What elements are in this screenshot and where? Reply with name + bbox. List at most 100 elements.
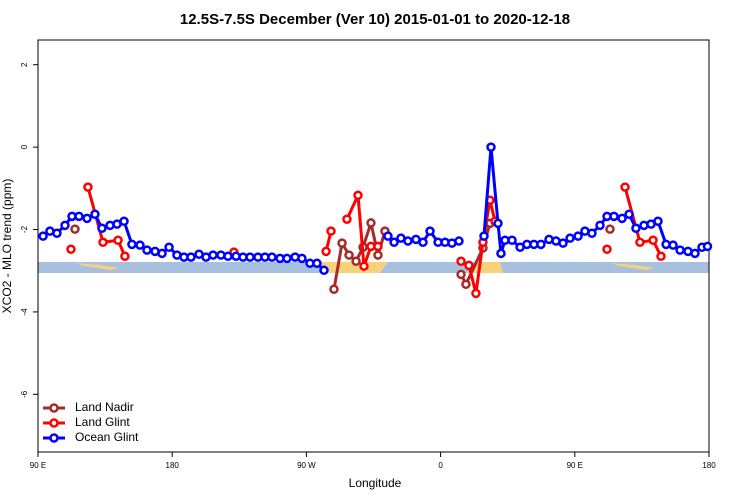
data-point — [479, 231, 489, 241]
data-point — [653, 216, 663, 227]
data-point — [38, 231, 48, 241]
data-point — [70, 224, 80, 234]
map-strip — [38, 262, 709, 273]
data-point — [157, 248, 167, 259]
data-point — [648, 235, 658, 245]
data-point — [675, 245, 685, 255]
data-point — [329, 284, 339, 295]
data-point — [558, 238, 568, 248]
y-tick-label: -2 — [20, 225, 29, 233]
data-point — [127, 239, 137, 250]
data-point — [74, 211, 84, 222]
data-point — [635, 237, 645, 248]
legend-label: Land Nadir — [75, 400, 134, 414]
data-point — [83, 182, 93, 192]
legend-marker — [49, 403, 59, 413]
data-point — [113, 235, 123, 245]
legend-label: Ocean Glint — [75, 430, 139, 444]
data-point — [52, 228, 62, 238]
data-point — [471, 288, 481, 299]
y-tick-label: -4 — [20, 308, 29, 316]
data-point — [97, 223, 107, 234]
data-point — [624, 209, 634, 220]
y-tick-label: 0 — [20, 144, 29, 149]
data-point — [620, 182, 630, 192]
data-point — [208, 250, 218, 260]
data-point — [142, 245, 152, 255]
land-patch — [610, 263, 655, 270]
data-point — [456, 269, 466, 280]
x-tick-label: 90 E — [30, 461, 46, 470]
data-point — [60, 220, 70, 231]
x-tick-label: 180 — [702, 461, 716, 470]
data-point — [359, 261, 369, 271]
legend-marker — [49, 433, 59, 443]
data-point — [373, 250, 383, 260]
x-tick-label: 180 — [166, 461, 180, 470]
data-point — [573, 231, 583, 241]
data-point — [312, 258, 322, 269]
data-point — [602, 244, 612, 255]
x-axis-label: Longitude — [349, 476, 402, 490]
data-point — [321, 246, 331, 257]
y-axis-label: XCO2 - MLO trend (ppm) — [0, 179, 14, 314]
data-point — [366, 218, 376, 228]
data-point — [456, 256, 466, 266]
data-point — [282, 253, 292, 264]
y-tick-label: -6 — [20, 390, 29, 398]
data-point — [98, 237, 108, 248]
data-point — [403, 236, 413, 246]
data-point — [135, 240, 145, 250]
data-point — [595, 220, 605, 231]
data-point — [389, 237, 399, 248]
data-point — [164, 242, 174, 252]
land-patch — [318, 262, 388, 273]
data-point — [493, 218, 503, 229]
data-point — [383, 231, 393, 241]
data-point — [120, 251, 130, 262]
land-patch — [75, 263, 120, 270]
data-point — [351, 256, 361, 266]
data-point — [425, 226, 435, 236]
data-point — [344, 250, 354, 260]
data-point — [267, 252, 277, 262]
data-point — [245, 252, 255, 262]
data-point — [702, 241, 713, 252]
data-point — [690, 248, 700, 259]
data-point — [66, 244, 76, 255]
x-tick-label: 90 W — [297, 461, 316, 470]
data-point — [536, 239, 546, 250]
data-point — [82, 213, 92, 224]
data-point — [119, 216, 129, 227]
y-tick-label: 2 — [20, 62, 29, 67]
data-point — [464, 260, 474, 271]
data-point — [186, 252, 196, 262]
data-point — [326, 226, 336, 236]
data-point — [631, 223, 641, 234]
data-point — [668, 240, 678, 250]
x-tick-label: 0 — [438, 461, 443, 470]
data-point — [605, 224, 615, 234]
data-point — [609, 211, 619, 222]
data-point — [454, 236, 464, 246]
data-point — [353, 190, 363, 201]
data-point — [461, 279, 471, 290]
data-point — [90, 209, 100, 220]
data-point — [337, 238, 347, 248]
data-point — [617, 213, 627, 224]
data-point — [587, 228, 597, 238]
data-point — [319, 265, 329, 276]
data-point — [342, 214, 352, 224]
legend-marker — [49, 418, 59, 428]
data-point — [507, 235, 517, 245]
data-point — [418, 237, 428, 248]
data-point — [373, 241, 383, 252]
chart-title: 12.5S-7.5S December (Ver 10) 2015-01-01 … — [180, 11, 570, 28]
data-point — [486, 142, 496, 152]
data-point — [223, 251, 233, 262]
x-tick-label: 90 E — [567, 461, 583, 470]
data-point — [656, 251, 666, 262]
data-point — [496, 248, 506, 259]
